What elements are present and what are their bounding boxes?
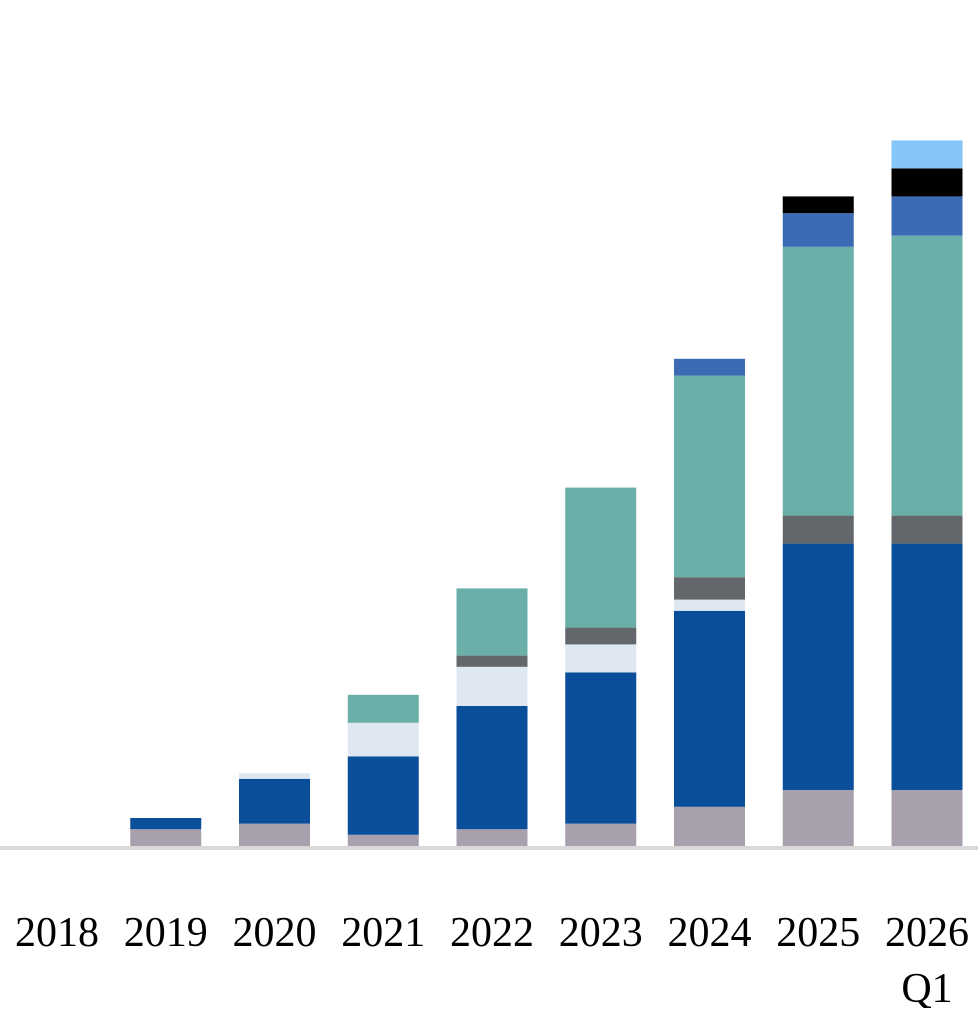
bar-segment-2024-s4 (674, 577, 745, 600)
x-tick-label-2022: 2022 (450, 910, 534, 956)
x-tick-label-2024: 2024 (668, 910, 752, 956)
bar-segment-2025-s7 (782, 196, 854, 214)
bar-segment-2026-q1-s2 (891, 543, 963, 790)
bar-segment-2026-q1-s4 (891, 515, 963, 544)
bar-segment-2023-s3 (565, 644, 637, 673)
bar-segment-2022-s4 (456, 655, 528, 667)
bar-segment-2019-s1 (130, 829, 202, 846)
bar-segment-2026-q1-s7 (891, 168, 963, 197)
bar-segment-2023-s4 (565, 627, 637, 645)
x-tick-label-2018: 2018 (15, 910, 99, 956)
bar-segment-2024-s6 (674, 358, 745, 376)
bar-segment-2024-s3 (674, 599, 745, 611)
bar-segment-2021-s2 (347, 756, 419, 835)
bar-segment-2022-s3 (456, 666, 528, 706)
bar-segment-2025-s4 (782, 515, 854, 544)
x-tick-label-2020: 2020 (233, 910, 317, 956)
bar-segment-2019-s2 (130, 818, 202, 830)
bar-segment-2021-s1 (347, 834, 419, 846)
bar-segment-2024-s1 (674, 806, 745, 846)
x-tick-label-2026-q1: 2026 (885, 910, 969, 956)
bar-segment-2025-s5 (782, 246, 854, 516)
bar-segment-2020-s3 (239, 773, 310, 779)
bar-segment-2022-s1 (456, 829, 528, 846)
x-tick-label-2021: 2021 (341, 910, 425, 956)
bar-segment-2026-q1-s5 (891, 235, 963, 516)
bar-segment-2026-q1-s8 (891, 140, 963, 169)
bar-segment-2022-s2 (456, 706, 528, 830)
bar-segment-2025-s6 (782, 213, 854, 247)
bar-segment-2020-s1 (239, 823, 310, 846)
bar-segment-2026-q1-s1 (891, 790, 963, 846)
bar-segment-2023-s5 (565, 487, 637, 628)
bars-layer (130, 140, 963, 846)
x-tick-label-2025: 2025 (776, 910, 860, 956)
bar-segment-2020-s2 (239, 778, 310, 824)
bar-segment-2023-s2 (565, 672, 637, 824)
bar-segment-2021-s3 (347, 722, 419, 757)
x-tick-label-2023: 2023 (559, 910, 643, 956)
bar-segment-2026-q1-s6 (891, 196, 963, 236)
bar-segment-2023-s1 (565, 823, 637, 846)
bar-segment-2025-s2 (782, 543, 854, 790)
bar-segment-2021-s5 (347, 694, 419, 723)
bar-segment-2025-s1 (782, 790, 854, 846)
x-tick-label-2019: 2019 (124, 910, 208, 956)
x-tick-labels: 2018 2019 2020 2021 2022 2023 2024 2025 2026 Q1 (15, 910, 969, 1012)
bar-segment-2024-s5 (674, 375, 745, 578)
bar-segment-2024-s2 (674, 610, 745, 807)
x-tick-label-2026-q1-line2: Q1 (901, 966, 952, 1008)
bar-segment-2022-s5 (456, 588, 528, 656)
